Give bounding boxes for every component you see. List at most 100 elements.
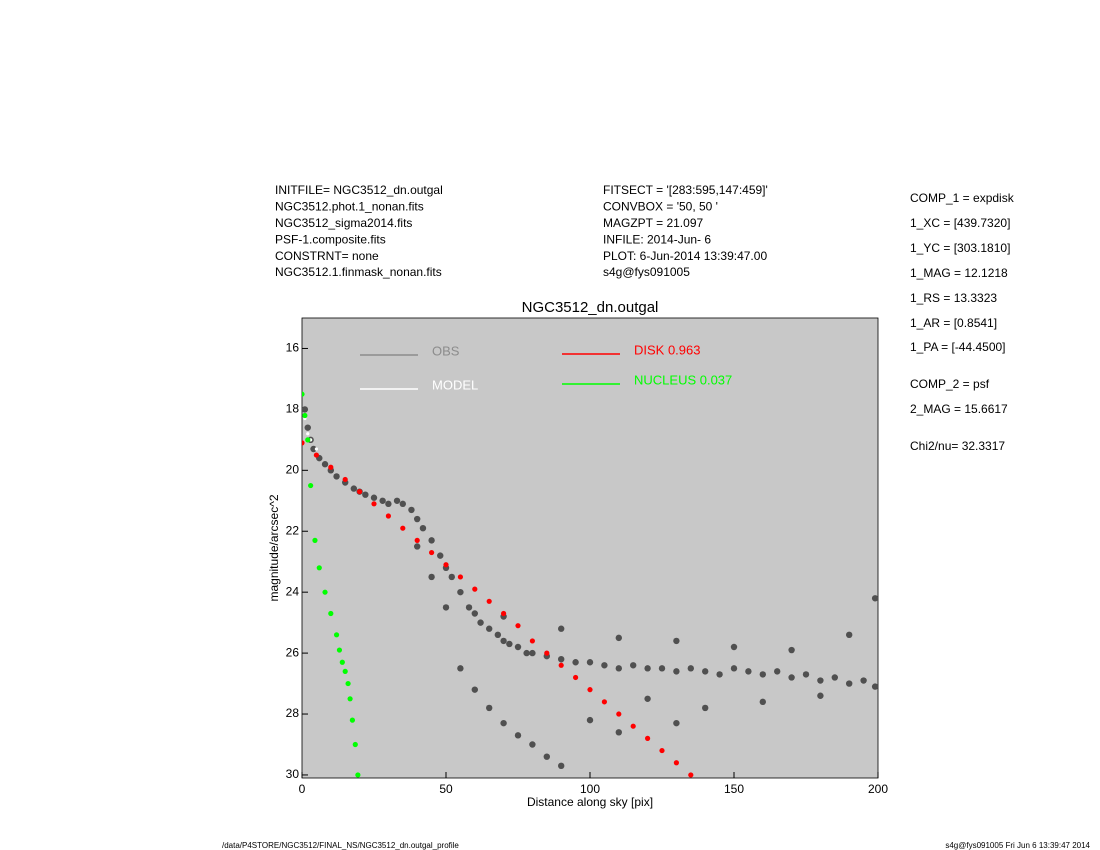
header-line: NGC3512.phot.1_nonan.fits [275,200,424,214]
data-point [702,704,709,712]
y-tick-label: 22 [286,523,300,537]
x-tick-label: 0 [299,782,306,796]
fit-parameter: COMP_1 = expdisk [910,191,1015,205]
fit-parameter: 1_XC = [439.7320] [910,216,1010,230]
data-point [558,662,564,668]
data-point [615,634,622,642]
data-point [429,549,435,556]
data-point [529,638,536,644]
data-point [673,668,680,675]
data-point [558,762,565,770]
data-point [350,485,358,492]
data-point [630,662,637,669]
data-point [802,671,810,678]
fit-parameter: Chi2/nu= 32.3317 [910,439,1005,453]
data-point [393,497,401,504]
data-point [615,729,622,736]
data-point [759,698,766,706]
data-point [673,637,680,645]
data-point [659,747,665,754]
data-point [788,674,795,681]
data-point [336,647,343,653]
data-point [308,482,314,489]
data-point [302,406,309,413]
data-point [716,671,723,678]
fit-parameter: 1_PA = [-44.4500] [910,340,1006,354]
data-point [385,513,391,519]
data-point [477,619,484,626]
data-point [523,649,530,657]
x-tick-label: 100 [580,782,600,796]
data-point [414,515,421,523]
data-point [339,659,345,665]
data-point [349,717,355,723]
data-point [443,562,449,568]
data-point [457,574,463,580]
data-point [399,500,406,508]
data-point [347,696,353,702]
data-point [302,391,305,397]
data-point [408,506,415,514]
data-point [501,610,507,617]
data-point [759,671,766,678]
data-point [302,412,308,419]
data-point [370,494,378,501]
data-point [355,772,361,778]
legend-label: MODEL [432,377,478,392]
x-axis-label: Distance along sky [pix] [527,795,653,809]
fit-parameter: 1_AR = [0.8541] [910,316,997,330]
data-point [514,732,522,739]
data-point [345,680,351,687]
data-point [515,623,521,629]
data-point [342,476,348,483]
data-point [514,643,522,651]
legend-label: DISK 0.963 [634,342,701,357]
data-point [313,452,319,458]
data-point [428,537,435,544]
data-point [817,677,824,684]
header-line: NGC3512.1.finmask_nonan.fits [275,265,442,279]
data-point [471,686,478,693]
data-point [730,643,738,651]
data-point [572,659,579,666]
data-point [304,424,311,431]
x-tick-label: 150 [724,782,744,796]
data-point [601,699,608,705]
data-point [586,716,594,724]
data-point [543,753,550,760]
data-point [506,640,513,648]
data-point [357,489,363,495]
data-point [673,760,680,766]
data-point [586,659,594,666]
chart-title: NGC3512_dn.outgal [522,299,659,316]
data-point [817,692,824,699]
data-point [428,573,435,581]
data-point [846,631,853,639]
header-line: s4g@fys091005 [603,265,690,279]
data-point [448,573,455,581]
data-point [486,704,493,712]
data-point [687,665,694,672]
data-point [500,637,507,645]
data-point [730,665,738,672]
y-tick-label: 28 [286,706,300,720]
data-point [871,683,878,690]
header-line: CONVBOX = '50, 50 ' [603,200,718,214]
header-line: INITFILE= NGC3512_dn.outgal [275,183,443,197]
header-line: CONSTRNT= none [275,249,379,263]
data-point [328,464,334,470]
data-point [333,473,340,480]
data-point [630,723,636,729]
data-point [457,588,464,596]
data-point [658,665,666,672]
header-line: PSF-1.composite.fits [275,232,386,246]
data-point [322,589,328,595]
data-point [385,500,392,508]
header-line: PLOT: 6-Jun-2014 13:39:47.00 [603,249,767,263]
data-point [321,461,329,468]
data-point [471,610,478,617]
header-line: FITSECT = '[283:595,147:459]' [603,183,768,197]
data-point [371,501,377,507]
data-point [302,440,305,446]
